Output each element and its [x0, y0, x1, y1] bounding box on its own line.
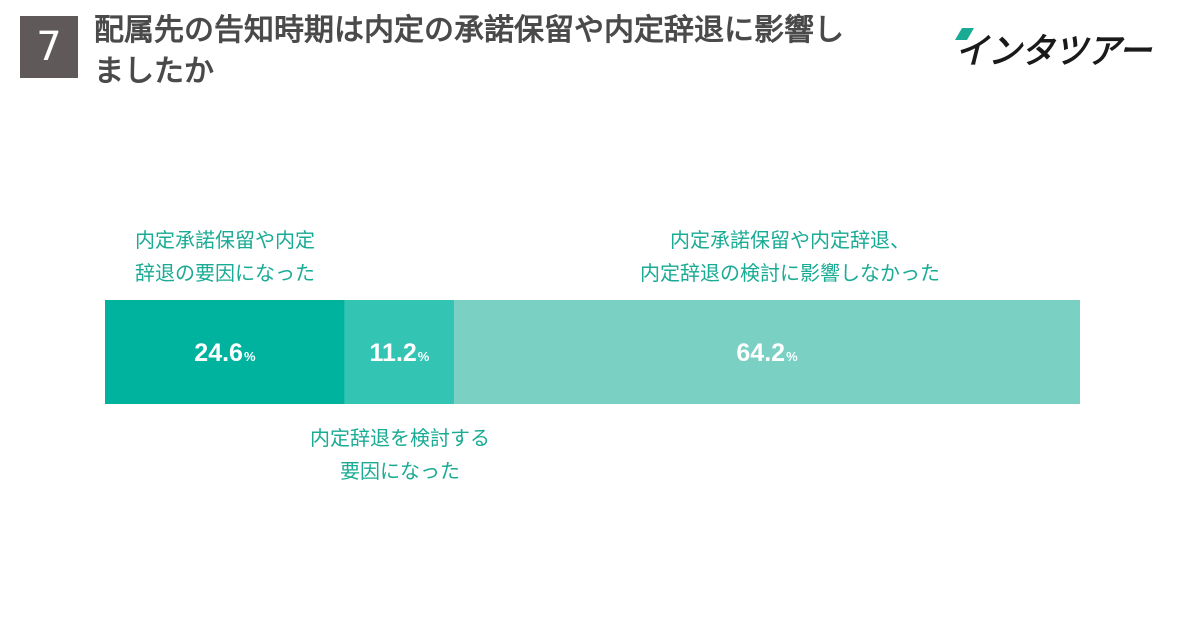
label-segment-1-line-2: 辞退の要因になった	[135, 261, 315, 285]
label-segment-2: 内定辞退を検討する 要因になった	[260, 422, 540, 488]
bar-segment-2	[344, 300, 455, 404]
label-segment-3-line-1: 内定承諾保留や内定辞退、	[670, 228, 910, 252]
chart-title: 配属先の告知時期は内定の承諾保留や内定辞退に影響しましたか	[94, 13, 844, 89]
stacked-bar-chart: 24.6% 11.2% 64.2%	[105, 300, 1080, 404]
bar-segment-3	[454, 300, 1080, 404]
label-segment-2-line-1: 内定辞退を検討する	[310, 426, 490, 450]
question-number-badge: 7	[20, 16, 78, 78]
bar-segment-1-value-label: 24.6%	[194, 339, 256, 367]
brand-logo-text: インタツアー	[953, 31, 1159, 71]
label-segment-3-line-2: 内定辞退の検討に影響しなかった	[640, 261, 940, 285]
label-segment-2-line-2: 要因になった	[340, 459, 460, 483]
label-segment-3: 内定承諾保留や内定辞退、 内定辞退の検討に影響しなかった	[560, 224, 1020, 290]
bar-segment-1	[105, 300, 345, 404]
brand-logo: インタツアー	[953, 28, 1159, 72]
bar-segment-3-value-label: 64.2%	[736, 339, 798, 367]
label-segment-1-line-1: 内定承諾保留や内定	[135, 228, 315, 252]
bar-segment-2-value-label: 11.2%	[370, 339, 430, 367]
label-segment-1: 内定承諾保留や内定 辞退の要因になった	[85, 224, 365, 290]
brand-logo-accent	[955, 28, 974, 40]
